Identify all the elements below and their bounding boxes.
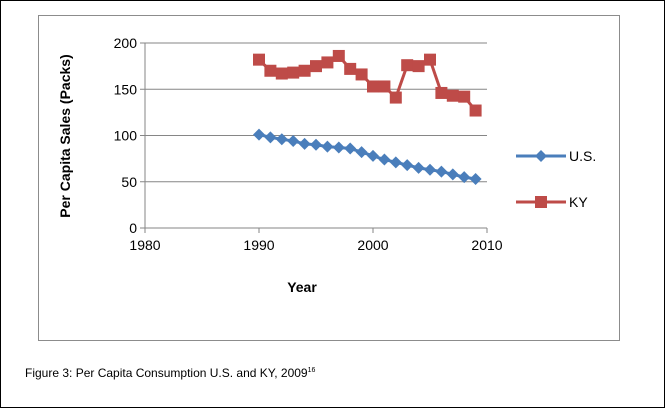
series-u-s- bbox=[253, 128, 482, 185]
legend-label: U.S. bbox=[569, 148, 596, 164]
square-marker bbox=[275, 67, 288, 80]
x-tick-label: 1990 bbox=[243, 237, 274, 253]
diamond-marker bbox=[458, 171, 471, 184]
y-tick-label: 150 bbox=[114, 81, 138, 97]
diamond-marker bbox=[535, 150, 547, 162]
diamond-marker bbox=[378, 153, 391, 166]
square-marker bbox=[344, 62, 357, 75]
square-marker bbox=[253, 53, 265, 66]
square-marker bbox=[332, 49, 345, 62]
diamond-marker bbox=[321, 140, 334, 153]
series-ky bbox=[253, 49, 482, 117]
square-marker bbox=[458, 90, 471, 103]
figure-caption: Figure 3: Per Capita Consumption U.S. an… bbox=[25, 366, 315, 380]
square-marker bbox=[321, 56, 334, 69]
legend: U.S. KY bbox=[516, 148, 596, 210]
diamond-marker bbox=[435, 165, 448, 178]
square-marker bbox=[469, 104, 482, 117]
diamond-marker bbox=[298, 137, 311, 150]
diamond-marker bbox=[389, 156, 402, 169]
x-tick-label: 1980 bbox=[129, 237, 160, 253]
y-tick-label: 50 bbox=[121, 174, 137, 190]
x-tick-label: 2010 bbox=[471, 237, 502, 253]
square-marker bbox=[378, 80, 391, 93]
diamond-marker bbox=[310, 138, 322, 151]
diamond-marker bbox=[287, 135, 300, 148]
diamond-marker bbox=[469, 172, 482, 185]
y-axis-title: Per Capita Sales (Packs) bbox=[57, 54, 73, 217]
diamond-marker bbox=[275, 133, 288, 146]
x-tick-label: 2000 bbox=[357, 237, 388, 253]
y-tick-label: 100 bbox=[114, 128, 138, 144]
square-marker bbox=[310, 60, 322, 73]
square-marker bbox=[287, 66, 300, 79]
caption-text: Figure 3: Per Capita Consumption U.S. an… bbox=[25, 366, 308, 380]
square-marker bbox=[424, 53, 436, 66]
y-tick-label: 0 bbox=[129, 220, 137, 236]
diamond-marker bbox=[264, 131, 277, 144]
x-axis-title: Year bbox=[287, 279, 317, 295]
chart-area: 0 50 100 150 200 1980 1990 2000 2010 U.S. KY Year… bbox=[38, 15, 620, 341]
square-marker bbox=[435, 86, 448, 99]
square-marker bbox=[412, 60, 425, 73]
diamond-marker bbox=[412, 161, 425, 174]
legend-item: KY bbox=[516, 194, 588, 210]
diamond-marker bbox=[424, 163, 436, 176]
square-marker bbox=[401, 59, 414, 72]
diamond-marker bbox=[401, 159, 414, 172]
series-group bbox=[253, 49, 482, 185]
y-tick-label: 200 bbox=[114, 35, 138, 51]
square-marker bbox=[367, 80, 379, 93]
diamond-marker bbox=[344, 142, 357, 155]
square-marker bbox=[535, 196, 547, 208]
square-marker bbox=[355, 68, 368, 81]
square-marker bbox=[389, 91, 402, 104]
legend-label: KY bbox=[569, 194, 588, 210]
square-marker bbox=[446, 89, 459, 102]
diamond-marker bbox=[253, 128, 265, 141]
square-marker bbox=[298, 64, 311, 77]
diamond-marker bbox=[446, 168, 459, 181]
diamond-marker bbox=[355, 146, 368, 159]
square-marker bbox=[264, 64, 277, 77]
axes: 0 50 100 150 200 1980 1990 2000 2010 bbox=[114, 35, 503, 253]
gridlines bbox=[145, 42, 487, 183]
diamond-marker bbox=[332, 141, 345, 154]
legend-item: U.S. bbox=[516, 148, 596, 164]
caption-footnote-ref: 16 bbox=[307, 367, 316, 374]
line-chart: 0 50 100 150 200 1980 1990 2000 2010 U.S. KY Year… bbox=[57, 35, 596, 295]
diamond-marker bbox=[367, 149, 379, 162]
